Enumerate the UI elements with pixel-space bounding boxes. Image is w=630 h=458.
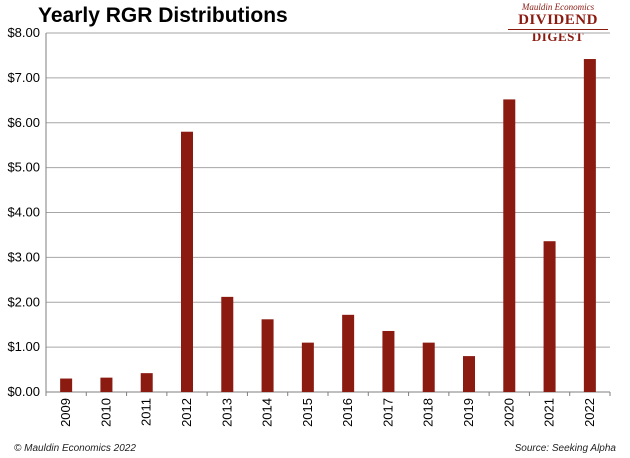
brand-divider bbox=[508, 29, 608, 30]
x-tick-label: 2017 bbox=[380, 398, 395, 427]
bar-2015 bbox=[301, 342, 314, 392]
x-tick-label: 2009 bbox=[58, 398, 73, 427]
x-tick-label: 2012 bbox=[179, 398, 194, 427]
bar-2011 bbox=[140, 373, 153, 392]
x-tick-label: 2013 bbox=[219, 398, 234, 427]
x-tick-label: 2014 bbox=[260, 398, 275, 427]
x-tick-label: 2020 bbox=[501, 398, 516, 427]
x-tick-label: 2016 bbox=[340, 398, 355, 427]
bar-2016 bbox=[342, 314, 355, 392]
x-tick-label: 2019 bbox=[461, 398, 476, 427]
x-tick-label: 2011 bbox=[139, 398, 154, 426]
x-tick-label: 2010 bbox=[98, 398, 113, 427]
chart-title: Yearly RGR Distributions bbox=[38, 4, 288, 27]
bar-2019 bbox=[463, 356, 475, 392]
bar-2013 bbox=[221, 296, 234, 392]
bar-2009 bbox=[60, 378, 73, 392]
bar-2012 bbox=[181, 131, 193, 392]
brand-line-middle: DIVIDEND bbox=[518, 12, 598, 28]
y-tick-label: $6.00 bbox=[7, 115, 40, 130]
brand-line-top: Mauldin Economics bbox=[521, 2, 595, 12]
bar-2014 bbox=[261, 319, 274, 392]
bar-2021 bbox=[543, 241, 556, 392]
bar-2017 bbox=[382, 330, 395, 392]
y-tick-label: $8.00 bbox=[7, 25, 40, 40]
y-tick-label: $4.00 bbox=[7, 205, 40, 220]
y-tick-label: $3.00 bbox=[7, 249, 40, 264]
y-tick-label: $7.00 bbox=[7, 70, 40, 85]
copyright-text: © Mauldin Economics 2022 bbox=[14, 443, 136, 454]
bar-2022 bbox=[583, 59, 596, 393]
x-tick-label: 2018 bbox=[421, 398, 436, 427]
y-tick-label: $5.00 bbox=[7, 160, 40, 175]
bar-2020 bbox=[503, 99, 516, 392]
x-tick-label: 2015 bbox=[300, 398, 315, 427]
x-tick-label: 2022 bbox=[582, 398, 597, 427]
x-tick-label: 2021 bbox=[542, 398, 557, 427]
y-tick-label: $0.00 bbox=[7, 384, 40, 399]
y-tick-label: $2.00 bbox=[7, 294, 40, 309]
bar-2018 bbox=[422, 342, 435, 392]
y-tick-label: $1.00 bbox=[7, 339, 40, 354]
bar-2010 bbox=[100, 377, 113, 392]
source-text: Source: Seeking Alpha bbox=[514, 443, 616, 454]
